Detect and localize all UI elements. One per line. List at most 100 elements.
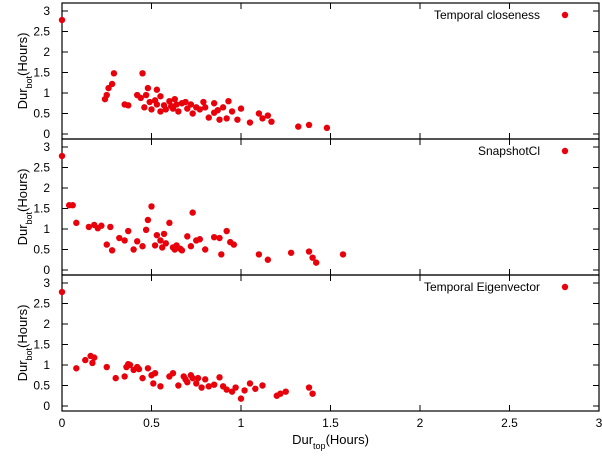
data-point (255, 251, 263, 258)
data-point (157, 237, 164, 244)
x-tick-label: 2.5 (501, 416, 518, 430)
y-tick-label: 3 (43, 4, 50, 18)
chart-panel-1: 0 0.5 1 1.5 2 2.5 3 Durbot(Hours) Temporal close… (15, 2, 600, 141)
data-point (58, 288, 66, 296)
data-point (184, 379, 191, 386)
y-tick-label: 1.5 (33, 338, 50, 352)
data-point (210, 381, 218, 388)
data-point (178, 247, 186, 254)
data-point (82, 356, 89, 364)
data-point (255, 110, 263, 117)
y-tick-label: 0.5 (33, 107, 50, 121)
data-point (216, 116, 223, 123)
data-point (305, 121, 313, 129)
data-point (193, 380, 200, 387)
data-point (246, 380, 254, 387)
data-point (202, 246, 209, 253)
data-point (323, 124, 331, 132)
y-tick-label: 3 (43, 140, 50, 154)
data-point (210, 100, 218, 107)
data-point (295, 123, 302, 130)
data-point (259, 115, 266, 122)
data-point (187, 101, 195, 108)
legend-label: Temporal closeness (434, 8, 540, 22)
data-point (112, 374, 119, 382)
y-axis-label: Durbot(Hours) (15, 169, 34, 246)
data-point (184, 233, 191, 240)
legend: Temporal Eigenvector (424, 280, 569, 294)
x-tick-label: 0 (59, 416, 66, 430)
data-point (216, 234, 223, 242)
data-point (107, 223, 114, 231)
data-point (126, 361, 134, 369)
y-tick-label: 1 (43, 86, 50, 100)
x-tick-label: 3 (596, 416, 602, 430)
data-point (287, 249, 295, 256)
data-point (175, 108, 182, 115)
data-point (73, 219, 80, 227)
data-point (58, 152, 66, 160)
data-point (173, 101, 180, 108)
y-tick-label: 0.5 (33, 379, 50, 393)
data-point (175, 382, 182, 389)
y-tick-label: 1 (43, 358, 50, 372)
data-point (277, 390, 284, 397)
data-point (157, 383, 164, 390)
chart-panel-3: 0 0.5 1 1.5 2 2.5 3 Durbot(Hours) Temporal Eigen… (15, 274, 602, 451)
data-point (137, 94, 144, 102)
data-point (144, 365, 152, 372)
data-point (108, 247, 116, 254)
y-tick-label: 2 (43, 181, 50, 195)
data-point (73, 365, 80, 372)
data-point (151, 370, 159, 377)
x-tick-label: 1 (238, 416, 245, 430)
data-point (125, 227, 132, 235)
data-point (225, 98, 232, 105)
data-point (162, 106, 170, 113)
chart-panel-2: 0 0.5 1 1.5 2 2.5 3 Durbot(Hours) SnapshotCl (15, 138, 600, 277)
data-point (157, 93, 164, 100)
data-point (202, 104, 209, 111)
y-tick-label: 2 (43, 317, 50, 331)
data-point (166, 219, 173, 227)
legend-marker (561, 283, 569, 291)
x-tick-label: 0.5 (143, 416, 160, 430)
data-point (202, 376, 209, 383)
data-point (157, 108, 164, 115)
y-tick-label: 2 (43, 45, 50, 59)
x-tick-label: 2 (417, 416, 424, 430)
data-point (171, 95, 178, 103)
data-point (89, 359, 96, 367)
data-point (223, 386, 230, 393)
data-point (259, 382, 266, 389)
y-tick-label: 1 (43, 222, 50, 236)
data-point (142, 226, 150, 234)
data-point (196, 236, 204, 243)
legend-marker (561, 147, 569, 155)
y-tick-label: 0.5 (33, 243, 50, 257)
y-tick-label: 2.5 (33, 25, 50, 39)
data-point (85, 223, 93, 231)
data-point (196, 106, 204, 113)
data-point (264, 256, 272, 263)
y-tick-label: 0 (43, 263, 50, 277)
data-point (216, 374, 223, 381)
data-point (194, 374, 202, 382)
data-point (121, 237, 128, 244)
data-point (309, 390, 316, 397)
legend-label: Temporal Eigenvector (424, 280, 540, 294)
data-point (305, 384, 313, 391)
data-point (141, 104, 148, 111)
data-point (205, 114, 212, 121)
data-point (103, 363, 110, 371)
data-point (166, 98, 173, 105)
legend-marker (561, 11, 569, 19)
data-point (200, 98, 207, 106)
data-point (69, 202, 76, 209)
data-point (210, 234, 218, 241)
data-point (282, 388, 289, 395)
data-point (309, 254, 316, 261)
data-point (144, 216, 152, 224)
